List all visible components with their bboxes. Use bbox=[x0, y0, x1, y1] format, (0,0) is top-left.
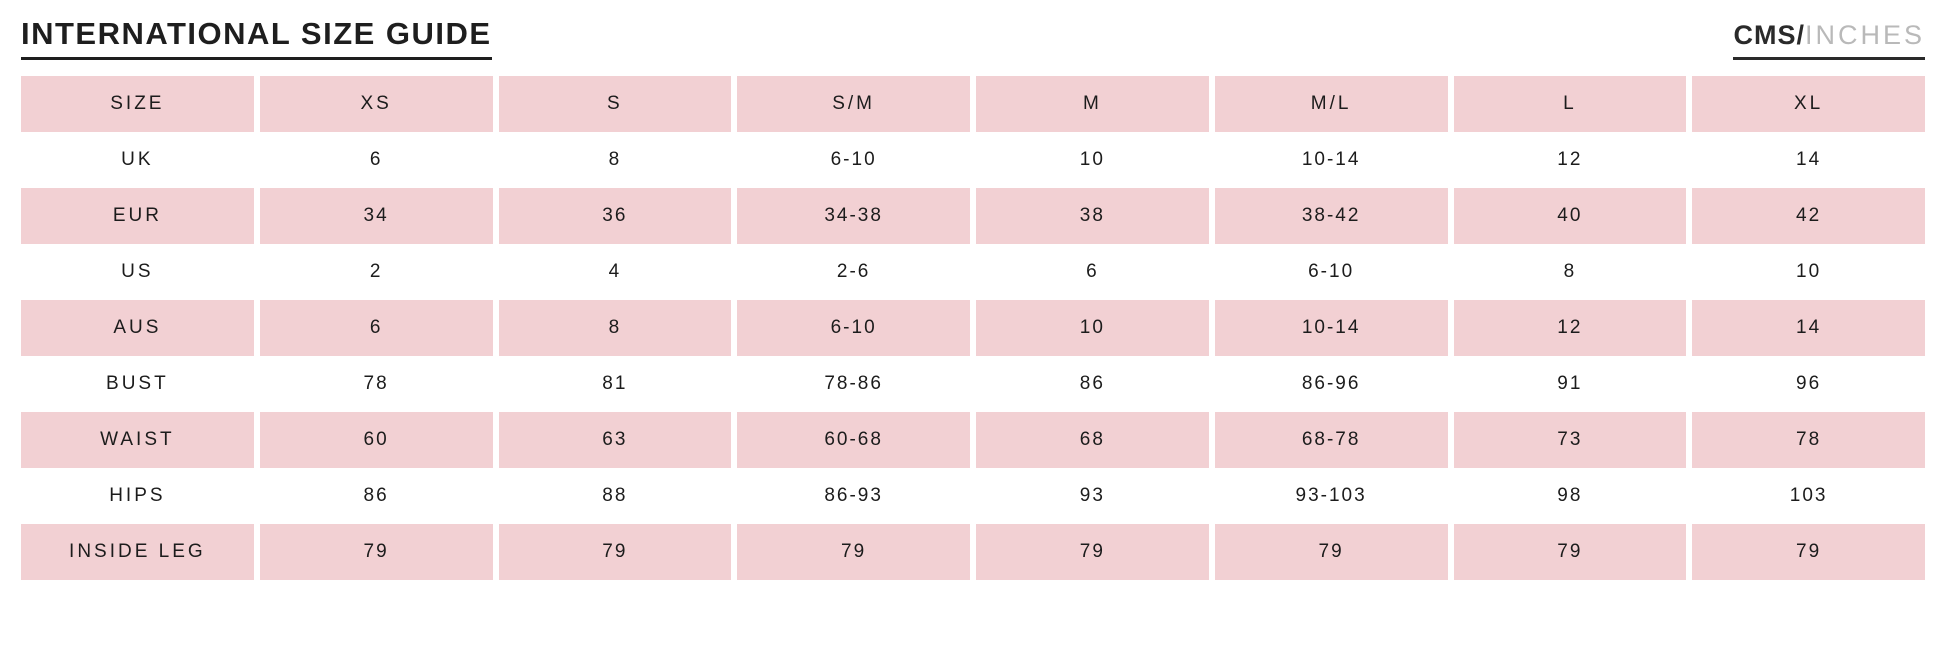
value-cell: 34 bbox=[259, 188, 493, 244]
value-cell: 86-96 bbox=[1214, 356, 1448, 412]
value-cell: 42 bbox=[1692, 188, 1925, 244]
value-cell: 6 bbox=[976, 244, 1209, 300]
value-cell: 79 bbox=[1692, 524, 1925, 580]
value-cell: 68-78 bbox=[1214, 412, 1448, 468]
value-cell: 79 bbox=[976, 524, 1209, 580]
units-option-cms[interactable]: CMS bbox=[1733, 20, 1797, 50]
value-cell: 88 bbox=[498, 468, 732, 524]
units-option-inches[interactable]: INCHES bbox=[1804, 20, 1925, 50]
value-cell: 81 bbox=[498, 356, 732, 412]
row-label: AUS bbox=[21, 300, 254, 356]
row-label: BUST bbox=[21, 356, 254, 412]
value-cell: 91 bbox=[1453, 356, 1687, 412]
header-cell: M bbox=[976, 76, 1209, 132]
header-cell: S bbox=[498, 76, 732, 132]
value-cell: 36 bbox=[498, 188, 732, 244]
value-cell: 10 bbox=[976, 300, 1209, 356]
value-cell: 79 bbox=[498, 524, 732, 580]
value-cell: 78-86 bbox=[737, 356, 970, 412]
value-cell: 4 bbox=[498, 244, 732, 300]
header-cell: L bbox=[1453, 76, 1687, 132]
value-cell: 6-10 bbox=[737, 300, 970, 356]
value-cell: 93 bbox=[976, 468, 1209, 524]
value-cell: 8 bbox=[498, 132, 732, 188]
header-cell: XL bbox=[1692, 76, 1925, 132]
value-cell: 60 bbox=[259, 412, 493, 468]
value-cell: 12 bbox=[1453, 132, 1687, 188]
row-label: WAIST bbox=[21, 412, 254, 468]
value-cell: 6-10 bbox=[1214, 244, 1448, 300]
value-cell: 34-38 bbox=[737, 188, 970, 244]
value-cell: 6-10 bbox=[737, 132, 970, 188]
value-cell: 6 bbox=[259, 132, 493, 188]
value-cell: 8 bbox=[1453, 244, 1687, 300]
header-cell: S/M bbox=[737, 76, 970, 132]
page-title: INTERNATIONAL SIZE GUIDE bbox=[21, 16, 492, 60]
value-cell: 86 bbox=[976, 356, 1209, 412]
value-cell: 14 bbox=[1692, 132, 1925, 188]
row-label: UK bbox=[21, 132, 254, 188]
value-cell: 8 bbox=[498, 300, 732, 356]
units-toggle[interactable]: CMS/INCHES bbox=[1733, 20, 1925, 60]
header-cell-size-label: SIZE bbox=[21, 76, 254, 132]
value-cell: 86-93 bbox=[737, 468, 970, 524]
row-label: US bbox=[21, 244, 254, 300]
value-cell: 79 bbox=[737, 524, 970, 580]
units-separator: / bbox=[1796, 20, 1805, 50]
value-cell: 12 bbox=[1453, 300, 1687, 356]
value-cell: 63 bbox=[498, 412, 732, 468]
value-cell: 40 bbox=[1453, 188, 1687, 244]
value-cell: 93-103 bbox=[1214, 468, 1448, 524]
value-cell: 60-68 bbox=[737, 412, 970, 468]
value-cell: 78 bbox=[259, 356, 493, 412]
value-cell: 38-42 bbox=[1214, 188, 1448, 244]
value-cell: 38 bbox=[976, 188, 1209, 244]
value-cell: 79 bbox=[1214, 524, 1448, 580]
value-cell: 2 bbox=[259, 244, 493, 300]
value-cell: 10 bbox=[1692, 244, 1925, 300]
value-cell: 98 bbox=[1453, 468, 1687, 524]
value-cell: 10-14 bbox=[1214, 300, 1448, 356]
size-guide-table: SIZE XS S S/M M M/L L XL UK 6 8 6-10 10 10-14 12 14 EUR 3… bbox=[21, 76, 1925, 580]
value-cell: 6 bbox=[259, 300, 493, 356]
value-cell: 79 bbox=[1453, 524, 1687, 580]
header-cell: XS bbox=[259, 76, 493, 132]
value-cell: 10-14 bbox=[1214, 132, 1448, 188]
value-cell: 68 bbox=[976, 412, 1209, 468]
header-cell: M/L bbox=[1214, 76, 1448, 132]
row-label: HIPS bbox=[21, 468, 254, 524]
value-cell: 73 bbox=[1453, 412, 1687, 468]
row-label: INSIDE LEG bbox=[21, 524, 254, 580]
value-cell: 96 bbox=[1692, 356, 1925, 412]
value-cell: 2-6 bbox=[737, 244, 970, 300]
value-cell: 10 bbox=[976, 132, 1209, 188]
value-cell: 79 bbox=[259, 524, 493, 580]
value-cell: 103 bbox=[1692, 468, 1925, 524]
header-bar: INTERNATIONAL SIZE GUIDE CMS/INCHES bbox=[21, 16, 1925, 60]
row-label: EUR bbox=[21, 188, 254, 244]
value-cell: 86 bbox=[259, 468, 493, 524]
value-cell: 78 bbox=[1692, 412, 1925, 468]
value-cell: 14 bbox=[1692, 300, 1925, 356]
